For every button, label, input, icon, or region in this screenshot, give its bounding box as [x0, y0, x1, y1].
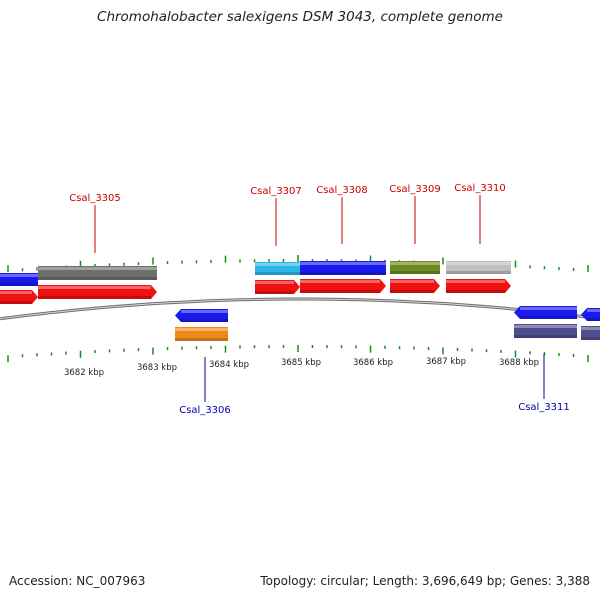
- cds-forward-3305[interactable]: [38, 285, 157, 299]
- feature-gray-3305-shade: [38, 277, 157, 280]
- cds-reverse-3306-shine: [181, 310, 228, 313]
- feature-lightgray-3310-body[interactable]: [446, 261, 511, 274]
- gene-features[interactable]: [0, 261, 600, 341]
- genome-summary: Topology: circular; Length: 3,696,649 bp…: [260, 574, 590, 588]
- scale-label: 3683 kbp: [137, 363, 177, 373]
- feature-blue-3308-body[interactable]: [300, 261, 386, 275]
- cds-forward-3310-shine: [446, 280, 505, 283]
- cds-forward-3307-body[interactable]: [255, 280, 300, 294]
- accession-label: Accession: NC_007963: [9, 574, 146, 588]
- cds-reverse-3311[interactable]: [514, 306, 577, 319]
- scale-label: 3688 kbp: [499, 358, 539, 368]
- scale-label: 3686 kbp: [353, 358, 393, 368]
- feature-cyan-3307[interactable]: [255, 262, 300, 275]
- feature-slate-3311-shine: [514, 325, 577, 328]
- cds-reverse-3306-body[interactable]: [175, 309, 228, 322]
- feature-slate-right-shade: [581, 337, 600, 340]
- cds-forward-3309-body[interactable]: [390, 279, 440, 293]
- cds-reverse-right-body[interactable]: [581, 308, 600, 321]
- cds-forward-left[interactable]: [0, 290, 38, 304]
- feature-orange-3306-shade: [175, 338, 228, 341]
- feature-blue-left-body[interactable]: [0, 273, 38, 286]
- feature-cyan-3307-shade: [255, 272, 300, 275]
- backbone-line-highlight: [0, 298, 600, 320]
- gene-label: Csal_3306: [179, 405, 231, 416]
- gene-label: Csal_3307: [250, 186, 302, 197]
- feature-blue-3308-shine: [300, 262, 386, 265]
- feature-blue-left-shine: [0, 274, 38, 277]
- cds-reverse-right-shine: [587, 309, 600, 312]
- feature-blue-left-shade: [0, 283, 38, 286]
- feature-slate-3311-body[interactable]: [514, 324, 577, 338]
- feature-orange-3306-body[interactable]: [175, 327, 228, 341]
- cds-forward-3307[interactable]: [255, 280, 300, 294]
- feature-slate-right-body[interactable]: [581, 326, 600, 340]
- scale-label: 3684 kbp: [209, 360, 249, 370]
- gene-label: Csal_3311: [518, 402, 570, 413]
- gene-label: Csal_3310: [454, 183, 506, 194]
- scale-labels: 3682 kbp 3683 kbp 3684 kbp 3685 kbp 3686 kbp…: [64, 357, 539, 378]
- backbone: [0, 297, 600, 321]
- cds-forward-3305-shade: [38, 296, 151, 299]
- feature-slate-right[interactable]: [581, 326, 600, 340]
- cds-forward-3309-shine: [390, 280, 434, 283]
- cds-forward-3310-body[interactable]: [446, 279, 511, 293]
- feature-lightgray-3310-shine: [446, 262, 511, 265]
- feature-orange-3306[interactable]: [175, 327, 228, 341]
- cds-reverse-3306[interactable]: [175, 309, 228, 322]
- cds-reverse-3311-body[interactable]: [514, 306, 577, 319]
- cds-forward-left-body[interactable]: [0, 290, 38, 304]
- feature-olive-3309-body[interactable]: [390, 261, 440, 274]
- cds-forward-3305-body[interactable]: [38, 285, 157, 299]
- feature-slate-3311-shade: [514, 335, 577, 338]
- cds-forward-3305-shine: [38, 286, 151, 289]
- cds-forward-3307-shade: [255, 291, 294, 294]
- cds-forward-left-shade: [0, 301, 32, 304]
- cds-forward-left-shine: [0, 291, 32, 294]
- cds-forward-3308-shade: [300, 290, 380, 293]
- feature-blue-left[interactable]: [0, 273, 38, 286]
- cds-reverse-3311-shade: [520, 316, 577, 319]
- scale-label: 3687 kbp: [426, 357, 466, 367]
- feature-blue-3308[interactable]: [300, 261, 386, 275]
- feature-lightgray-3310[interactable]: [446, 261, 511, 274]
- cds-forward-3309[interactable]: [390, 279, 440, 293]
- feature-olive-3309-shine: [390, 262, 440, 265]
- gene-labels: Csal_3305 Csal_3306 Csal_3307 Csal_3308 Csal…: [69, 183, 570, 416]
- feature-orange-3306-shine: [175, 328, 228, 331]
- feature-gray-3305[interactable]: [38, 266, 157, 280]
- gene-label: Csal_3309: [389, 184, 441, 195]
- map-title: Chromohalobacter salexigens DSM 3043, co…: [97, 9, 503, 25]
- cds-forward-3308[interactable]: [300, 279, 386, 293]
- cds-reverse-right[interactable]: [581, 308, 600, 321]
- scale-label: 3685 kbp: [281, 358, 321, 368]
- cds-reverse-right-shade: [587, 318, 600, 321]
- feature-olive-3309-shade: [390, 271, 440, 274]
- cds-forward-3309-shade: [390, 290, 434, 293]
- feature-gray-3305-shine: [38, 267, 157, 270]
- feature-slate-3311[interactable]: [514, 324, 577, 338]
- cds-forward-3308-body[interactable]: [300, 279, 386, 293]
- cds-reverse-3306-shade: [181, 319, 228, 322]
- cds-forward-3307-shine: [255, 281, 294, 284]
- feature-blue-3308-shade: [300, 272, 386, 275]
- gene-label: Csal_3308: [316, 185, 368, 196]
- gene-label: Csal_3305: [69, 193, 121, 204]
- cds-reverse-3311-shine: [520, 307, 577, 310]
- feature-slate-right-shine: [581, 327, 600, 330]
- cds-forward-3310[interactable]: [446, 279, 511, 293]
- cds-forward-3310-shade: [446, 290, 505, 293]
- feature-lightgray-3310-shade: [446, 271, 511, 274]
- feature-olive-3309[interactable]: [390, 261, 440, 274]
- feature-gray-3305-body[interactable]: [38, 266, 157, 280]
- cds-forward-3308-shine: [300, 280, 380, 283]
- feature-cyan-3307-shine: [255, 263, 300, 266]
- feature-cyan-3307-body[interactable]: [255, 262, 300, 275]
- scale-label: 3682 kbp: [64, 368, 104, 378]
